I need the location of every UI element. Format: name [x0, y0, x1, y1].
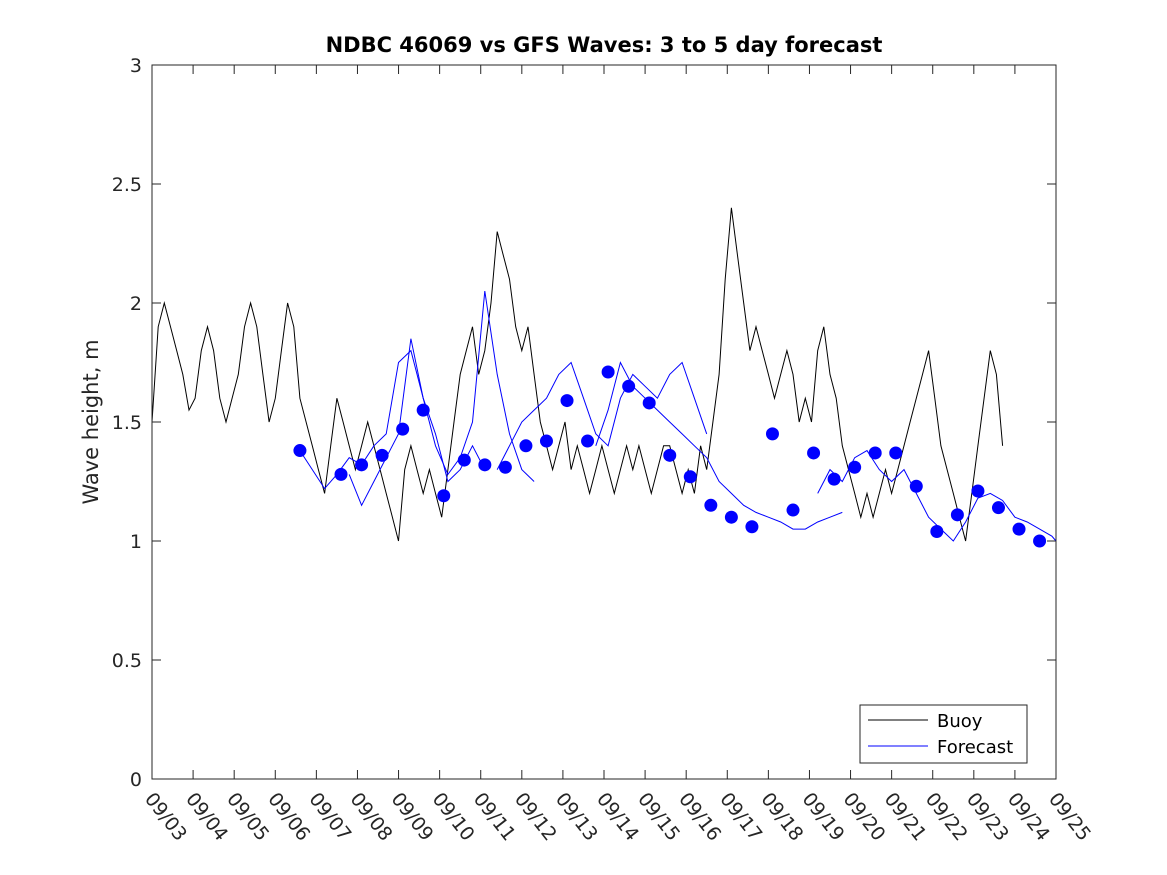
forecast-marker — [498, 460, 512, 474]
y-tick-label: 3 — [130, 55, 142, 77]
legend-buoy-label: Buoy — [937, 711, 983, 732]
forecast-marker — [1033, 534, 1047, 548]
forecast-marker — [827, 472, 841, 486]
x-tick-label: 09/13 — [551, 789, 602, 846]
legend: Buoy Forecast — [859, 704, 1028, 764]
forecast-marker — [519, 439, 533, 453]
marker-layer — [293, 365, 1047, 548]
forecast-marker — [889, 446, 903, 460]
forecast-marker — [971, 484, 985, 498]
forecast-marker — [848, 460, 862, 474]
x-tick-label: 09/07 — [304, 789, 355, 846]
buoy-series-line — [151, 207, 1004, 542]
y-axis-ticks: 0 0.5 1 1.5 2 2.5 3 — [112, 55, 1056, 791]
forecast-series-line — [299, 349, 486, 490]
forecast-series-line — [348, 291, 535, 507]
y-tick-label: 1.5 — [112, 412, 142, 434]
forecast-marker — [950, 508, 964, 522]
forecast-marker — [355, 458, 369, 472]
x-tick-label: 09/08 — [346, 789, 397, 846]
forecast-marker — [683, 470, 697, 484]
x-tick-label: 09/22 — [921, 789, 972, 846]
legend-box — [859, 704, 1028, 764]
x-tick-label: 09/14 — [592, 789, 643, 846]
x-tick-label: 09/05 — [222, 789, 273, 846]
x-tick-label: 09/18 — [756, 789, 807, 846]
plot-frame — [151, 64, 1057, 780]
forecast-marker — [786, 503, 800, 517]
chart-title: NDBC 46069 vs GFS Waves: 3 to 5 day fore… — [326, 33, 883, 57]
forecast-marker — [930, 524, 944, 538]
x-tick-label: 09/11 — [469, 789, 520, 846]
forecast-marker — [909, 479, 923, 493]
x-tick-label: 09/03 — [140, 789, 191, 846]
forecast-marker — [745, 520, 759, 534]
forecast-marker — [991, 501, 1005, 515]
y-tick-label: 1 — [130, 531, 142, 553]
forecast-marker — [293, 444, 307, 458]
x-tick-label: 09/23 — [962, 789, 1013, 846]
forecast-marker — [437, 489, 451, 503]
forecast-marker — [457, 453, 471, 467]
x-tick-label: 09/19 — [798, 789, 849, 846]
x-tick-label: 09/09 — [387, 789, 438, 846]
x-tick-label: 09/16 — [674, 789, 725, 846]
forecast-series-line — [496, 361, 708, 470]
x-tick-label: 09/25 — [1044, 789, 1095, 846]
series-layer — [151, 207, 1057, 542]
forecast-marker — [601, 365, 615, 379]
x-tick-label: 09/24 — [1003, 789, 1054, 846]
forecast-marker — [704, 498, 718, 512]
forecast-marker — [478, 458, 492, 472]
x-tick-label: 09/04 — [181, 789, 232, 846]
legend-forecast-label: Forecast — [937, 737, 1013, 758]
forecast-marker — [765, 427, 779, 441]
forecast-marker — [334, 467, 348, 481]
x-tick-label: 09/17 — [715, 789, 766, 846]
forecast-marker — [642, 396, 656, 410]
y-tick-label: 2 — [130, 293, 142, 315]
forecast-marker — [396, 422, 410, 436]
forecast-marker — [581, 434, 595, 448]
x-tick-label: 09/12 — [510, 789, 561, 846]
forecast-marker — [1012, 522, 1026, 536]
y-axis-label: Wave height, m — [79, 339, 103, 504]
x-tick-label: 09/10 — [428, 789, 479, 846]
x-tick-label: 09/21 — [880, 789, 931, 846]
x-tick-label: 09/20 — [839, 789, 890, 846]
forecast-marker — [416, 403, 430, 417]
forecast-marker — [807, 446, 821, 460]
x-tick-label: 09/06 — [263, 789, 314, 846]
forecast-marker — [868, 446, 882, 460]
forecast-series-line — [595, 361, 843, 530]
forecast-marker — [375, 448, 389, 462]
x-tick-label: 09/15 — [633, 789, 684, 846]
forecast-marker — [622, 379, 636, 393]
y-tick-label: 0.5 — [112, 650, 142, 672]
y-tick-label: 0 — [130, 769, 142, 791]
y-tick-label: 2.5 — [112, 174, 142, 196]
forecast-marker — [560, 394, 574, 408]
forecast-marker — [724, 510, 738, 524]
forecast-marker — [539, 434, 553, 448]
forecast-marker — [663, 448, 677, 462]
